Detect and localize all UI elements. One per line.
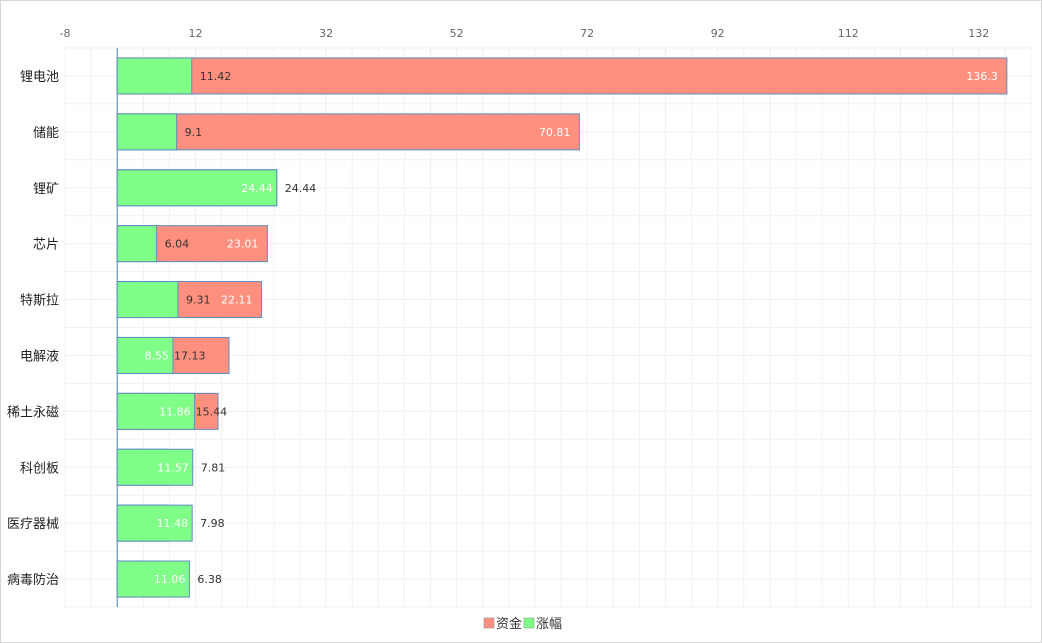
x-tick-label: 92 bbox=[711, 27, 725, 40]
category-label: 医疗器械 bbox=[7, 517, 59, 532]
category-label: 锂矿 bbox=[33, 182, 59, 197]
data-label-fund: 22.11 bbox=[221, 294, 253, 307]
category-label: 病毒防治 bbox=[7, 572, 59, 588]
bar-rise[interactable] bbox=[116, 560, 190, 598]
data-label-rise: 11.48 bbox=[157, 517, 189, 530]
x-tick-label: -8 bbox=[60, 27, 71, 40]
data-label-fund: 17.13 bbox=[174, 349, 206, 362]
data-label-rise: 11.57 bbox=[157, 461, 189, 474]
legend-label-fund[interactable]: 资金 bbox=[496, 616, 522, 632]
data-label-rise: 9.31 bbox=[186, 294, 211, 307]
legend-swatch-fund[interactable] bbox=[483, 617, 495, 629]
legend-label-rise[interactable]: 涨幅 bbox=[536, 617, 562, 632]
category-label: 锂电池 bbox=[20, 70, 59, 85]
category-label: 稀土永磁 bbox=[7, 405, 59, 420]
x-tick-label: 112 bbox=[838, 27, 859, 40]
legend[interactable]: 资金 涨幅 bbox=[483, 616, 562, 632]
category-label: 科创板 bbox=[20, 461, 59, 476]
bar-rise[interactable] bbox=[116, 113, 178, 151]
legend-swatch-rise[interactable] bbox=[523, 617, 535, 629]
x-tick-label: 32 bbox=[319, 27, 333, 40]
bar-rise[interactable] bbox=[116, 448, 194, 486]
x-tick-label: 12 bbox=[189, 27, 203, 40]
data-label-fund: 70.81 bbox=[539, 126, 571, 139]
data-label-fund: 7.98 bbox=[200, 517, 225, 530]
data-label-fund: 15.44 bbox=[196, 405, 228, 418]
data-label-fund: 136.3 bbox=[966, 70, 998, 83]
x-tick-label: 132 bbox=[968, 27, 989, 40]
bar-rise[interactable] bbox=[116, 169, 278, 207]
x-tick-label: 72 bbox=[580, 27, 594, 40]
data-label-fund: 6.38 bbox=[197, 573, 222, 586]
bar-rise[interactable] bbox=[116, 392, 196, 430]
data-label-rise: 8.55 bbox=[145, 349, 170, 362]
data-label-rise: 11.42 bbox=[200, 70, 232, 83]
bar-rise[interactable] bbox=[116, 57, 193, 95]
data-label-fund: 7.81 bbox=[201, 461, 226, 474]
data-label-rise: 9.1 bbox=[185, 126, 203, 139]
bars-layer bbox=[116, 57, 1008, 598]
bar-rise[interactable] bbox=[116, 336, 174, 374]
data-labels-layer: 11.42 136.3 9.1 70.81 24.44 24.44 6.04 23.01 9.3… bbox=[145, 70, 998, 586]
category-label: 储能 bbox=[33, 126, 59, 141]
x-tick-label: 52 bbox=[450, 27, 464, 40]
category-label: 特斯拉 bbox=[20, 294, 59, 309]
data-label-rise: 24.44 bbox=[241, 182, 273, 195]
data-label-rise: 11.06 bbox=[154, 573, 186, 586]
data-label-rise: 11.86 bbox=[159, 405, 191, 418]
data-label-fund: 24.44 bbox=[285, 182, 317, 195]
category-label: 电解液 bbox=[20, 349, 59, 364]
bar-fund[interactable] bbox=[116, 57, 1008, 95]
bar-rise[interactable] bbox=[116, 281, 179, 319]
data-label-fund: 23.01 bbox=[227, 238, 259, 251]
bar-fund[interactable] bbox=[116, 113, 580, 151]
bar-rise[interactable] bbox=[116, 225, 158, 263]
data-label-rise: 6.04 bbox=[165, 238, 190, 251]
bar-rise[interactable] bbox=[116, 504, 193, 542]
category-label: 芯片 bbox=[33, 238, 59, 253]
